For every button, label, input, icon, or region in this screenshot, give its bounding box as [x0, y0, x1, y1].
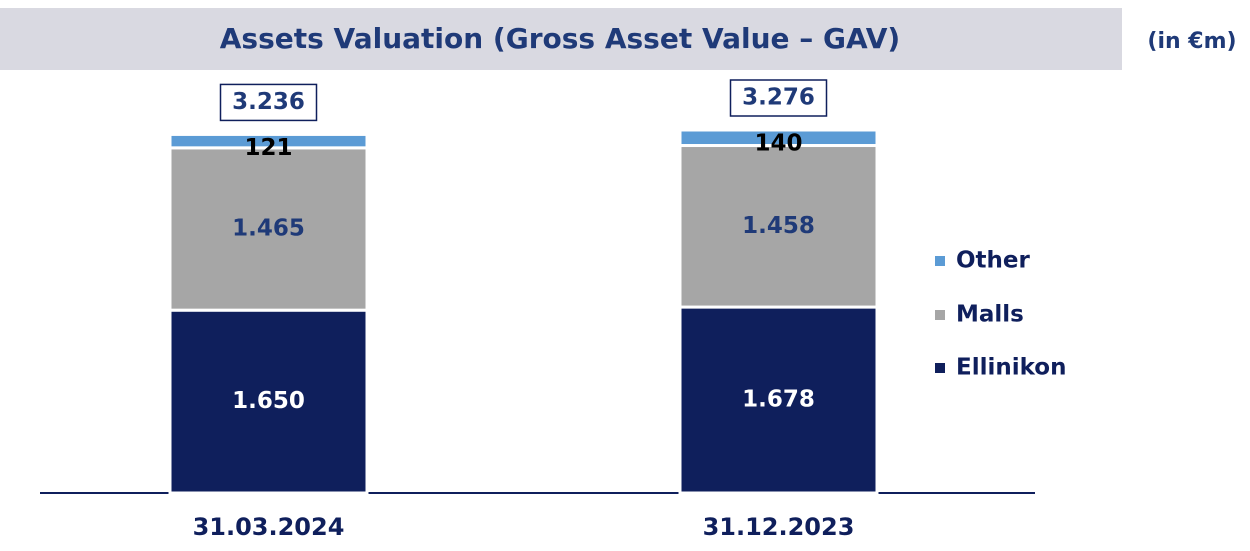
chart-title: Assets Valuation (Gross Asset Value – GA…: [220, 22, 900, 55]
total-box: [729, 79, 828, 117]
value-label: 121: [244, 135, 292, 161]
legend-label: Other: [956, 248, 1031, 274]
bar-segment: [678, 128, 879, 148]
legend-label: Ellinikon: [956, 355, 1066, 381]
title-band: [0, 8, 1122, 70]
legend-swatch: [935, 363, 945, 373]
bar-segment: [168, 132, 369, 150]
bar-segment: [168, 146, 369, 312]
bar-segment: [678, 305, 879, 495]
x-tick-label: 31.03.2024: [193, 513, 345, 541]
legend-swatch: [935, 310, 945, 320]
total-box: [219, 83, 318, 122]
bar-segment: [678, 144, 879, 309]
total-label: 3.236: [232, 89, 305, 115]
value-label: 1.678: [742, 387, 815, 413]
value-label: 1.458: [742, 213, 815, 239]
value-label: 1.465: [232, 216, 305, 242]
unit-label: (in €m): [1147, 29, 1236, 54]
legend-swatch: [935, 256, 945, 266]
legend-label: Malls: [956, 302, 1024, 328]
x-tick-label: 31.12.2023: [703, 513, 855, 541]
value-label: 1.650: [232, 388, 305, 414]
bar-segment: [168, 308, 369, 495]
value-label: 140: [754, 131, 802, 157]
total-label: 3.276: [742, 85, 815, 111]
